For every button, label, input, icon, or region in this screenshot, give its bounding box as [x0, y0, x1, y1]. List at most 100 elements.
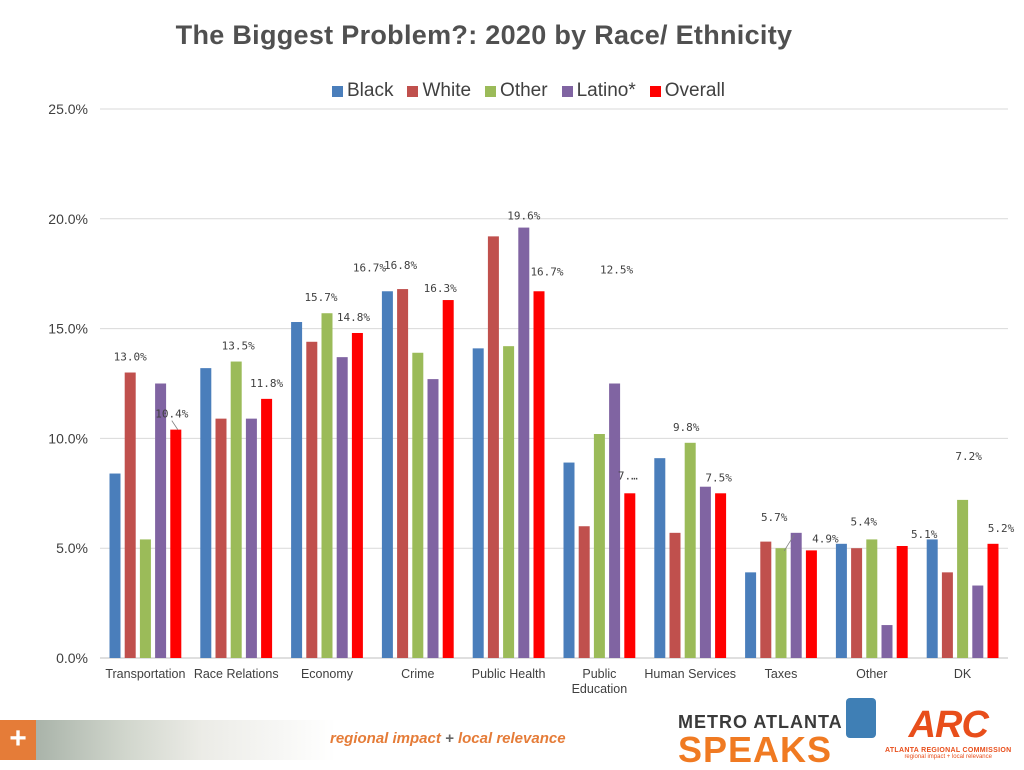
bar-white	[124, 372, 136, 658]
bar-black	[745, 572, 757, 658]
brand-bottom: SPEAKS	[678, 729, 833, 770]
y-tick-label: 10.0%	[48, 430, 88, 446]
data-label: 13.0%	[114, 351, 147, 364]
bar-black	[291, 322, 303, 658]
y-tick-label: 15.0%	[48, 321, 88, 337]
bar-other	[503, 346, 515, 658]
slogan-right: local relevance	[457, 730, 566, 747]
city-photo-strip	[36, 720, 336, 760]
data-label: 16.7%	[353, 261, 386, 274]
bar-latino	[972, 585, 984, 658]
legend-label: Other	[500, 80, 548, 101]
bar-black	[200, 368, 212, 658]
x-tick-label: Race Relations	[194, 667, 279, 681]
arc-logo: ARC ATLANTA REGIONAL COMMISSION regional…	[885, 704, 1011, 760]
data-label: 7.5%	[705, 471, 732, 484]
legend-label: White	[422, 80, 472, 101]
legend-item: Overall	[649, 80, 725, 102]
bar-overall	[170, 429, 182, 658]
y-tick-label: 0.0%	[56, 650, 88, 666]
data-label: 9.8%	[673, 421, 700, 434]
bar-latino	[155, 383, 167, 658]
data-label: 16.3%	[424, 282, 457, 295]
footer-slogan: regional impact + local relevance	[330, 730, 566, 747]
legend-swatch	[485, 85, 497, 97]
legend-swatch	[561, 85, 573, 97]
slogan-left: regional impact	[330, 730, 441, 747]
legend-label: Overall	[664, 80, 725, 101]
bar-overall	[442, 300, 454, 658]
bar-latino	[427, 379, 439, 658]
bar-latino	[609, 383, 621, 658]
legend-label: Latino*	[576, 80, 636, 101]
x-tick-label: DK	[954, 667, 972, 681]
legend-swatch	[407, 85, 419, 97]
bar-overall	[261, 398, 273, 658]
legend-swatch	[332, 85, 343, 97]
x-tick-label: Taxes	[765, 667, 798, 681]
bar-white	[397, 289, 409, 658]
y-tick-label: 20.0%	[48, 211, 88, 227]
x-tick-label: Other	[856, 667, 887, 681]
bar-other	[139, 539, 151, 658]
bar-overall	[805, 550, 817, 658]
bar-other	[775, 548, 787, 658]
y-tick-label: 5.0%	[56, 540, 88, 556]
bar-black	[381, 291, 393, 658]
bar-white	[669, 532, 681, 658]
bar-black	[654, 458, 666, 658]
bar-white	[215, 418, 227, 658]
data-label: 16.7%	[530, 265, 563, 278]
bar-white	[306, 341, 318, 658]
arc-name: ATLANTA REGIONAL COMMISSION	[885, 747, 1012, 754]
bar-latino	[336, 357, 348, 658]
bar-latino	[699, 486, 711, 658]
data-label: 10.4%	[155, 408, 188, 421]
bar-white	[760, 541, 772, 658]
bar-overall	[987, 543, 999, 658]
bar-overall	[624, 493, 636, 658]
data-label: 14.8%	[337, 311, 370, 324]
leader-line	[783, 534, 795, 552]
y-tick-label: 25.0%	[48, 101, 88, 117]
bar-latino	[881, 625, 893, 658]
bar-overall	[715, 493, 727, 658]
data-label: 15.7%	[304, 291, 337, 304]
leader-line	[171, 420, 179, 430]
x-tick-label: Human Services	[644, 667, 736, 681]
bar-other	[957, 499, 969, 658]
legend-label: Black	[347, 80, 394, 101]
data-label: 7.2%	[955, 450, 982, 463]
chart-legend: Black White Other Latino* Overall	[332, 80, 725, 102]
bar-latino	[790, 532, 802, 658]
bar-chart: 0.0% 5.0% 10.0% 15.0% 20.0% 25.0% Transportati…	[48, 101, 1014, 696]
bar-overall	[533, 291, 545, 658]
arc-tagline: regional impact + local relevance	[904, 754, 992, 760]
x-tick-label: Public Health	[472, 667, 546, 681]
legend-item: White	[407, 80, 471, 102]
legend-item: Black	[332, 80, 393, 102]
metro-atlanta-speaks-logo: METRO ATLANTA SPEAKS	[678, 698, 876, 770]
legend-item: Latino*	[561, 80, 636, 102]
bar-white	[487, 236, 499, 659]
plus-icon: +	[0, 720, 36, 760]
bar-other	[412, 352, 424, 658]
data-label: 5.4%	[851, 515, 878, 528]
x-tick-label: Economy	[301, 667, 354, 681]
bar-black	[472, 348, 484, 658]
data-label: 16.8%	[384, 259, 417, 272]
bar-latino	[245, 418, 257, 658]
bar-other	[230, 361, 242, 658]
chart-title: The Biggest Problem?: 2020 by Race/ Ethn…	[175, 20, 793, 50]
x-tick-label: Public Education	[572, 667, 628, 696]
bar-latino	[518, 227, 530, 659]
x-tick-label: Transportation	[105, 667, 185, 681]
bar-black	[563, 462, 575, 658]
data-label: 4.9%	[812, 532, 839, 545]
bar-black	[835, 543, 847, 658]
speech-bubble-icon	[846, 698, 876, 738]
brand-top: METRO ATLANTA	[678, 712, 843, 732]
data-label: 19.6%	[507, 210, 540, 223]
bar-other	[866, 539, 878, 658]
bar-white	[941, 572, 953, 658]
